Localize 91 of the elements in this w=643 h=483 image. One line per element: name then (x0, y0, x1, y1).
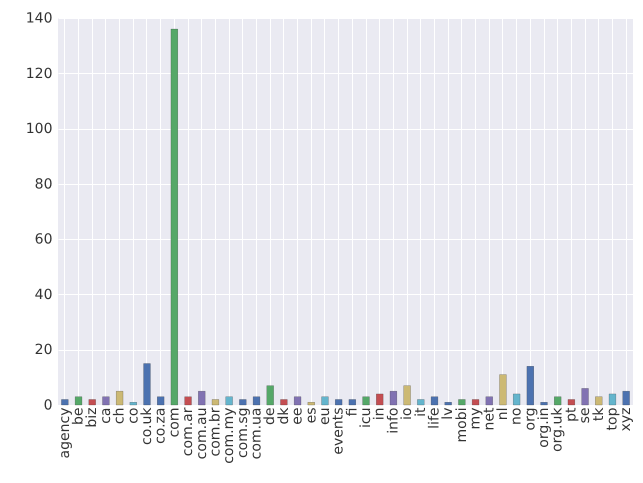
y-tick-label: 40 (34, 286, 52, 303)
x-tick-label: agency (56, 408, 73, 458)
x-tick-label: eu (316, 408, 333, 425)
bar (568, 399, 576, 406)
y-tick-label: 100 (26, 121, 52, 138)
x-tick-label: fi (344, 408, 360, 416)
x-tick-label: io (399, 408, 416, 420)
x-tick-label: my (468, 408, 484, 430)
x-tick-label: info (385, 408, 402, 434)
bar (513, 394, 520, 406)
bar (622, 390, 630, 406)
bar (226, 396, 233, 406)
bar (130, 402, 137, 406)
x-tick-label: biz (84, 408, 100, 428)
bar (184, 396, 192, 406)
bar (390, 390, 398, 406)
bar (88, 399, 96, 406)
bar (61, 399, 68, 406)
bar (486, 396, 493, 406)
x-tick-label: it (412, 407, 429, 417)
y-tick-label: 140 (26, 10, 52, 26)
bar (102, 396, 110, 406)
bar (595, 396, 602, 406)
x-tick-label: tk (590, 406, 607, 422)
bar (335, 399, 342, 406)
x-tick-label: nl (494, 408, 511, 420)
bar (198, 390, 206, 406)
x-tick-label: no (508, 408, 525, 425)
x-tick-label: com.au (194, 408, 210, 460)
x-tick-label: co (125, 408, 142, 424)
x-tick-label: top (604, 407, 620, 430)
bar (581, 388, 589, 406)
x-tick-label: dk (276, 406, 292, 424)
bar (376, 394, 384, 406)
bar (554, 396, 562, 406)
bar (308, 402, 315, 406)
x-tick-label: in (372, 408, 388, 420)
y-tick-label: 120 (26, 66, 52, 82)
x-tick-label: co.uk (138, 406, 155, 445)
y-tick-label: 60 (34, 232, 52, 248)
bar (116, 390, 124, 406)
bar (417, 399, 424, 406)
x-tick-label: icu (358, 408, 374, 428)
bar (280, 399, 288, 406)
x-tick-label: com.ar (180, 407, 196, 456)
bar (403, 385, 411, 406)
bar (444, 402, 452, 406)
bar (472, 399, 480, 406)
bar (362, 396, 370, 406)
x-tick-label: life (426, 408, 442, 429)
bar (170, 28, 178, 406)
bar (252, 396, 260, 406)
x-tick-label: pt (563, 407, 580, 422)
bar (608, 394, 616, 406)
bar (526, 366, 534, 406)
x-tick-label: ch (112, 408, 128, 424)
bar (74, 396, 82, 406)
x-tick-label: events (330, 408, 347, 455)
bar (348, 399, 356, 406)
x-tick-label: net (481, 407, 498, 430)
bar (266, 385, 274, 406)
x-tick-label: ee (290, 408, 306, 425)
bar (321, 396, 329, 406)
bar (239, 399, 246, 406)
x-tick-label: se (577, 408, 594, 424)
x-tick-label: xyz (618, 408, 634, 432)
bar (499, 374, 507, 406)
bar (540, 402, 548, 406)
x-tick-label: be (70, 408, 87, 425)
bar (212, 399, 220, 406)
y-tick-label: 20 (34, 342, 52, 358)
x-tick-label: de (262, 408, 278, 425)
x-tick-label: lv (440, 408, 456, 420)
x-tick-label: com.br (207, 407, 224, 456)
bar (430, 396, 438, 406)
x-tick-label: mobi (454, 408, 470, 442)
x-tick-label: com.sg (234, 408, 251, 458)
x-tick-label: co.za (152, 408, 169, 444)
x-tick-label: com (166, 408, 182, 438)
bar (294, 396, 302, 406)
y-tick-label: 80 (34, 176, 52, 192)
bar (458, 399, 466, 406)
bar (157, 396, 164, 406)
x-tick-label: ca (98, 408, 114, 424)
x-tick-label: org.in (536, 408, 552, 448)
bar (143, 363, 151, 406)
x-tick-label: org.uk (550, 406, 566, 452)
x-tick-label: com.my (221, 408, 238, 464)
x-tick-label: es (303, 408, 320, 424)
x-tick-label: org (522, 408, 538, 430)
y-tick-label: 0 (44, 398, 52, 414)
